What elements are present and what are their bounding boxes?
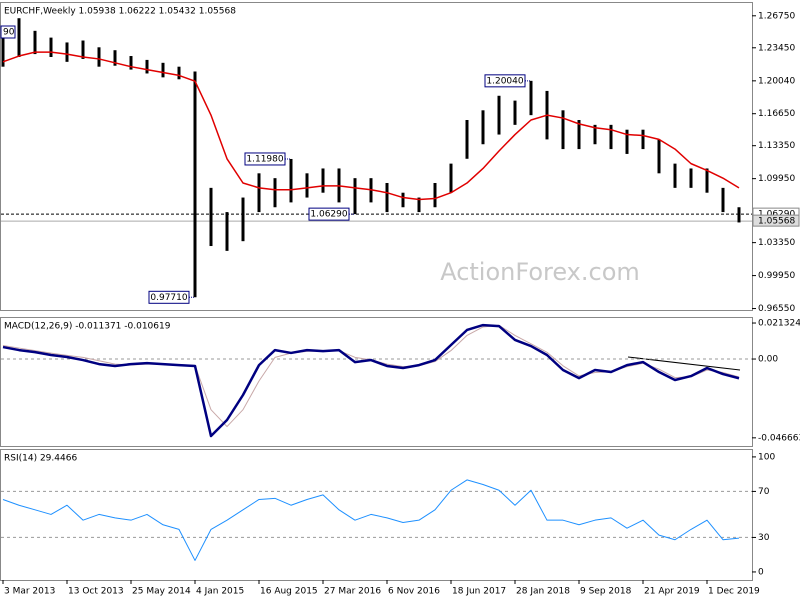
y-tick-label: 1.09950: [758, 174, 795, 184]
panel-title: EURCHF,Weekly 1.05938 1.06222 1.05432 1.…: [4, 7, 236, 17]
x-tick-label: 16 Aug 2015: [260, 587, 318, 597]
y-tick-label: 0.99950: [758, 271, 795, 281]
corner-label: 90: [3, 28, 15, 38]
x-tick-label: 21 Apr 2019: [644, 587, 700, 597]
rsi-panel: [0, 449, 753, 581]
y-tick-label: 1.13350: [758, 141, 795, 151]
annotation-box: [148, 290, 190, 304]
price-marker: 1.05568: [758, 217, 795, 227]
macd-panel: [0, 317, 753, 447]
x-tick-label: 9 Sep 2018: [580, 587, 632, 597]
x-tick-label: 4 Jan 2015: [196, 587, 244, 597]
y-tick-label: 0.00: [758, 355, 778, 365]
y-tick-label: 1.23450: [758, 43, 795, 53]
x-tick-label: 27 Mar 2016: [324, 587, 381, 597]
y-tick-label: 1.16650: [758, 109, 795, 119]
x-tick-label: 13 Oct 2013: [68, 587, 124, 597]
y-tick-label: 1.03350: [758, 238, 795, 248]
x-tick-label: 28 Jan 2018: [516, 587, 570, 597]
corner-box: [0, 25, 16, 39]
watermark: ActionForex.com: [440, 258, 640, 286]
price-panel: [0, 2, 753, 311]
price-marker-box: [752, 214, 800, 227]
panel-title: RSI(14) 29.4466: [4, 454, 77, 464]
y-tick-label: -0.046663: [758, 433, 800, 443]
y-tick-label: 1.26750: [758, 11, 795, 21]
x-tick-label: 25 May 2014: [132, 587, 191, 597]
annotation-box: [244, 152, 286, 166]
y-tick-label: 1.20040: [758, 76, 795, 86]
annotation-label: 1.20040: [486, 76, 523, 86]
series-line: [2, 479, 740, 561]
trend-line: [627, 356, 741, 371]
annotation-label: 0.97710: [150, 293, 187, 303]
series-line: [2, 323, 740, 438]
y-tick-label: 30: [758, 533, 770, 543]
y-tick-label: 100: [758, 452, 775, 462]
x-tick-label: 3 Mar 2013: [4, 587, 55, 597]
annotation-box: [484, 74, 526, 88]
annotation-label: 1.06290: [310, 210, 347, 220]
x-tick-label: 6 Nov 2016: [388, 587, 440, 597]
y-tick-label: 0.96550: [758, 304, 795, 314]
x-tick-label: 18 Jun 2017: [452, 587, 506, 597]
annotation-box: [308, 207, 350, 221]
y-tick-label: 0.021324: [758, 319, 800, 329]
annotation-label: 1.11980: [246, 154, 283, 164]
y-tick-label: 0: [758, 567, 764, 577]
y-tick-label: 70: [758, 487, 770, 497]
x-tick-label: 1 Dec 2019: [708, 587, 760, 597]
panel-title: MACD(12,26,9) -0.011371 -0.010619: [4, 322, 171, 332]
series-line: [2, 51, 740, 201]
